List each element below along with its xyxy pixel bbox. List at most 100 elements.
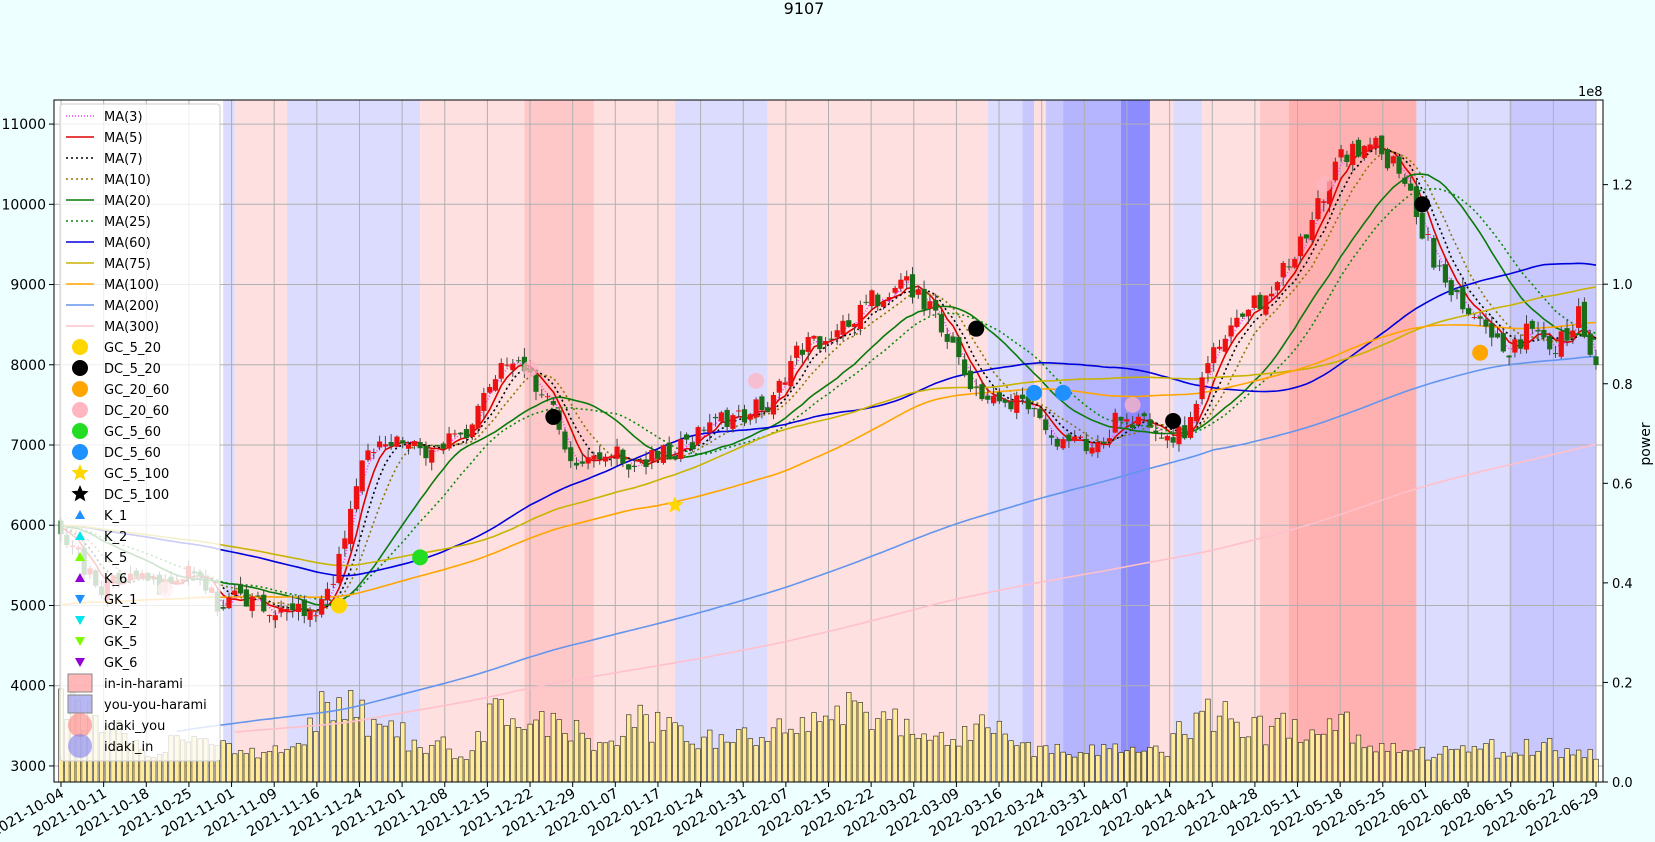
candle-body [909,274,916,298]
candle-body [811,335,817,339]
shaded-band [1416,100,1510,782]
candle-body [359,460,365,492]
volume-bar [712,747,719,783]
legend-label: MA(75) [104,257,151,272]
y2-tick-label: 0.8 [1612,378,1633,393]
volume-bar [1054,743,1060,783]
candle-body [226,597,232,609]
candle-body [324,588,331,601]
candle-body [1581,301,1588,337]
candle-body [452,433,458,435]
volume-bar [400,722,406,783]
legend-label: MA(60) [104,236,151,251]
candle-body [255,595,261,597]
volume-bar [1257,715,1263,783]
volume-bar [440,736,446,783]
candle-body [620,449,626,464]
volume-bar [1396,752,1402,783]
legend-label: GK_6 [104,656,137,671]
volume-bar [1211,730,1217,783]
legend-label: idaki_you [104,719,165,734]
volume-bar [1523,739,1530,783]
volume-bar [962,726,968,783]
volume-bar [857,702,863,783]
candle-body [817,336,823,350]
volume-bar [376,723,383,783]
candle-body [672,456,678,460]
candle-body [573,462,580,466]
volume-bar [1124,750,1130,783]
candle-body [348,508,354,544]
volume-bar [568,740,574,783]
volume-bar [591,750,597,783]
candle-body [1106,438,1113,442]
candle-body [243,589,249,607]
shaded-band [767,100,988,782]
volume-bar [579,732,585,783]
candle-body [1025,396,1031,410]
candle-body [1205,363,1211,374]
candle-body [562,431,568,450]
shaded-band [420,100,525,782]
volume-bar [1170,733,1176,783]
candle-body [805,336,811,352]
legend-swatch-triangle-up [75,552,85,561]
legend-swatch-triangle-up [75,510,85,519]
volume-bar [405,750,412,783]
candle-body [1396,156,1402,174]
candle-body [1344,154,1350,163]
legend-label: K_5 [104,551,127,566]
volume-bar [1037,745,1043,783]
legend-label: MA(200) [104,299,159,314]
volume-bar [1269,725,1275,783]
candle-body [220,607,226,609]
shaded-band [1121,100,1150,782]
candle-body [249,596,255,611]
volume-bar [823,715,829,783]
shaded-band [1289,100,1417,782]
candle-body [1500,333,1506,352]
candle-body [504,364,510,366]
volume-bar [985,727,991,783]
volume-bar [342,719,348,783]
candle-body [1031,408,1037,410]
volume-bar [423,752,429,783]
candle-body [1384,149,1391,169]
plot-area: 3000400050006000700080009000100001100020… [0,99,1633,840]
candle-body [371,452,377,454]
volume-bar [371,718,377,783]
volume-bar [1205,698,1211,783]
volume-bar [1251,717,1257,783]
cross-marker [1165,412,1182,429]
candle-body [278,607,284,613]
volume-bar [1164,756,1170,783]
legend-swatch-circle [72,381,88,397]
volume-bar [307,717,313,783]
volume-bar [730,742,736,783]
volume-bar [1338,713,1344,783]
ma-line [60,286,1597,567]
candle-body [1263,295,1269,315]
candle-body [973,386,979,388]
volume-bar [550,712,556,783]
volume-bar [1552,750,1559,783]
volume-bar [295,743,302,783]
volume-bar [1465,751,1472,783]
candle-body [319,599,325,615]
volume-bar [290,746,296,783]
candle-body [1269,293,1275,297]
volume-bar [232,753,238,783]
legend-label: K_1 [104,509,127,524]
candle-body [1489,323,1495,338]
volume-bar [1587,749,1593,783]
volume-bar [1361,747,1367,783]
volume-bar [828,719,834,783]
candle-body [886,297,892,300]
volume-bar [626,714,632,783]
volume-bar [1367,745,1373,783]
ma-line [176,355,1597,733]
volume-bar [1471,746,1477,783]
candle-body [1164,436,1170,441]
volume-bar [666,717,672,783]
candle-body [1002,399,1008,403]
